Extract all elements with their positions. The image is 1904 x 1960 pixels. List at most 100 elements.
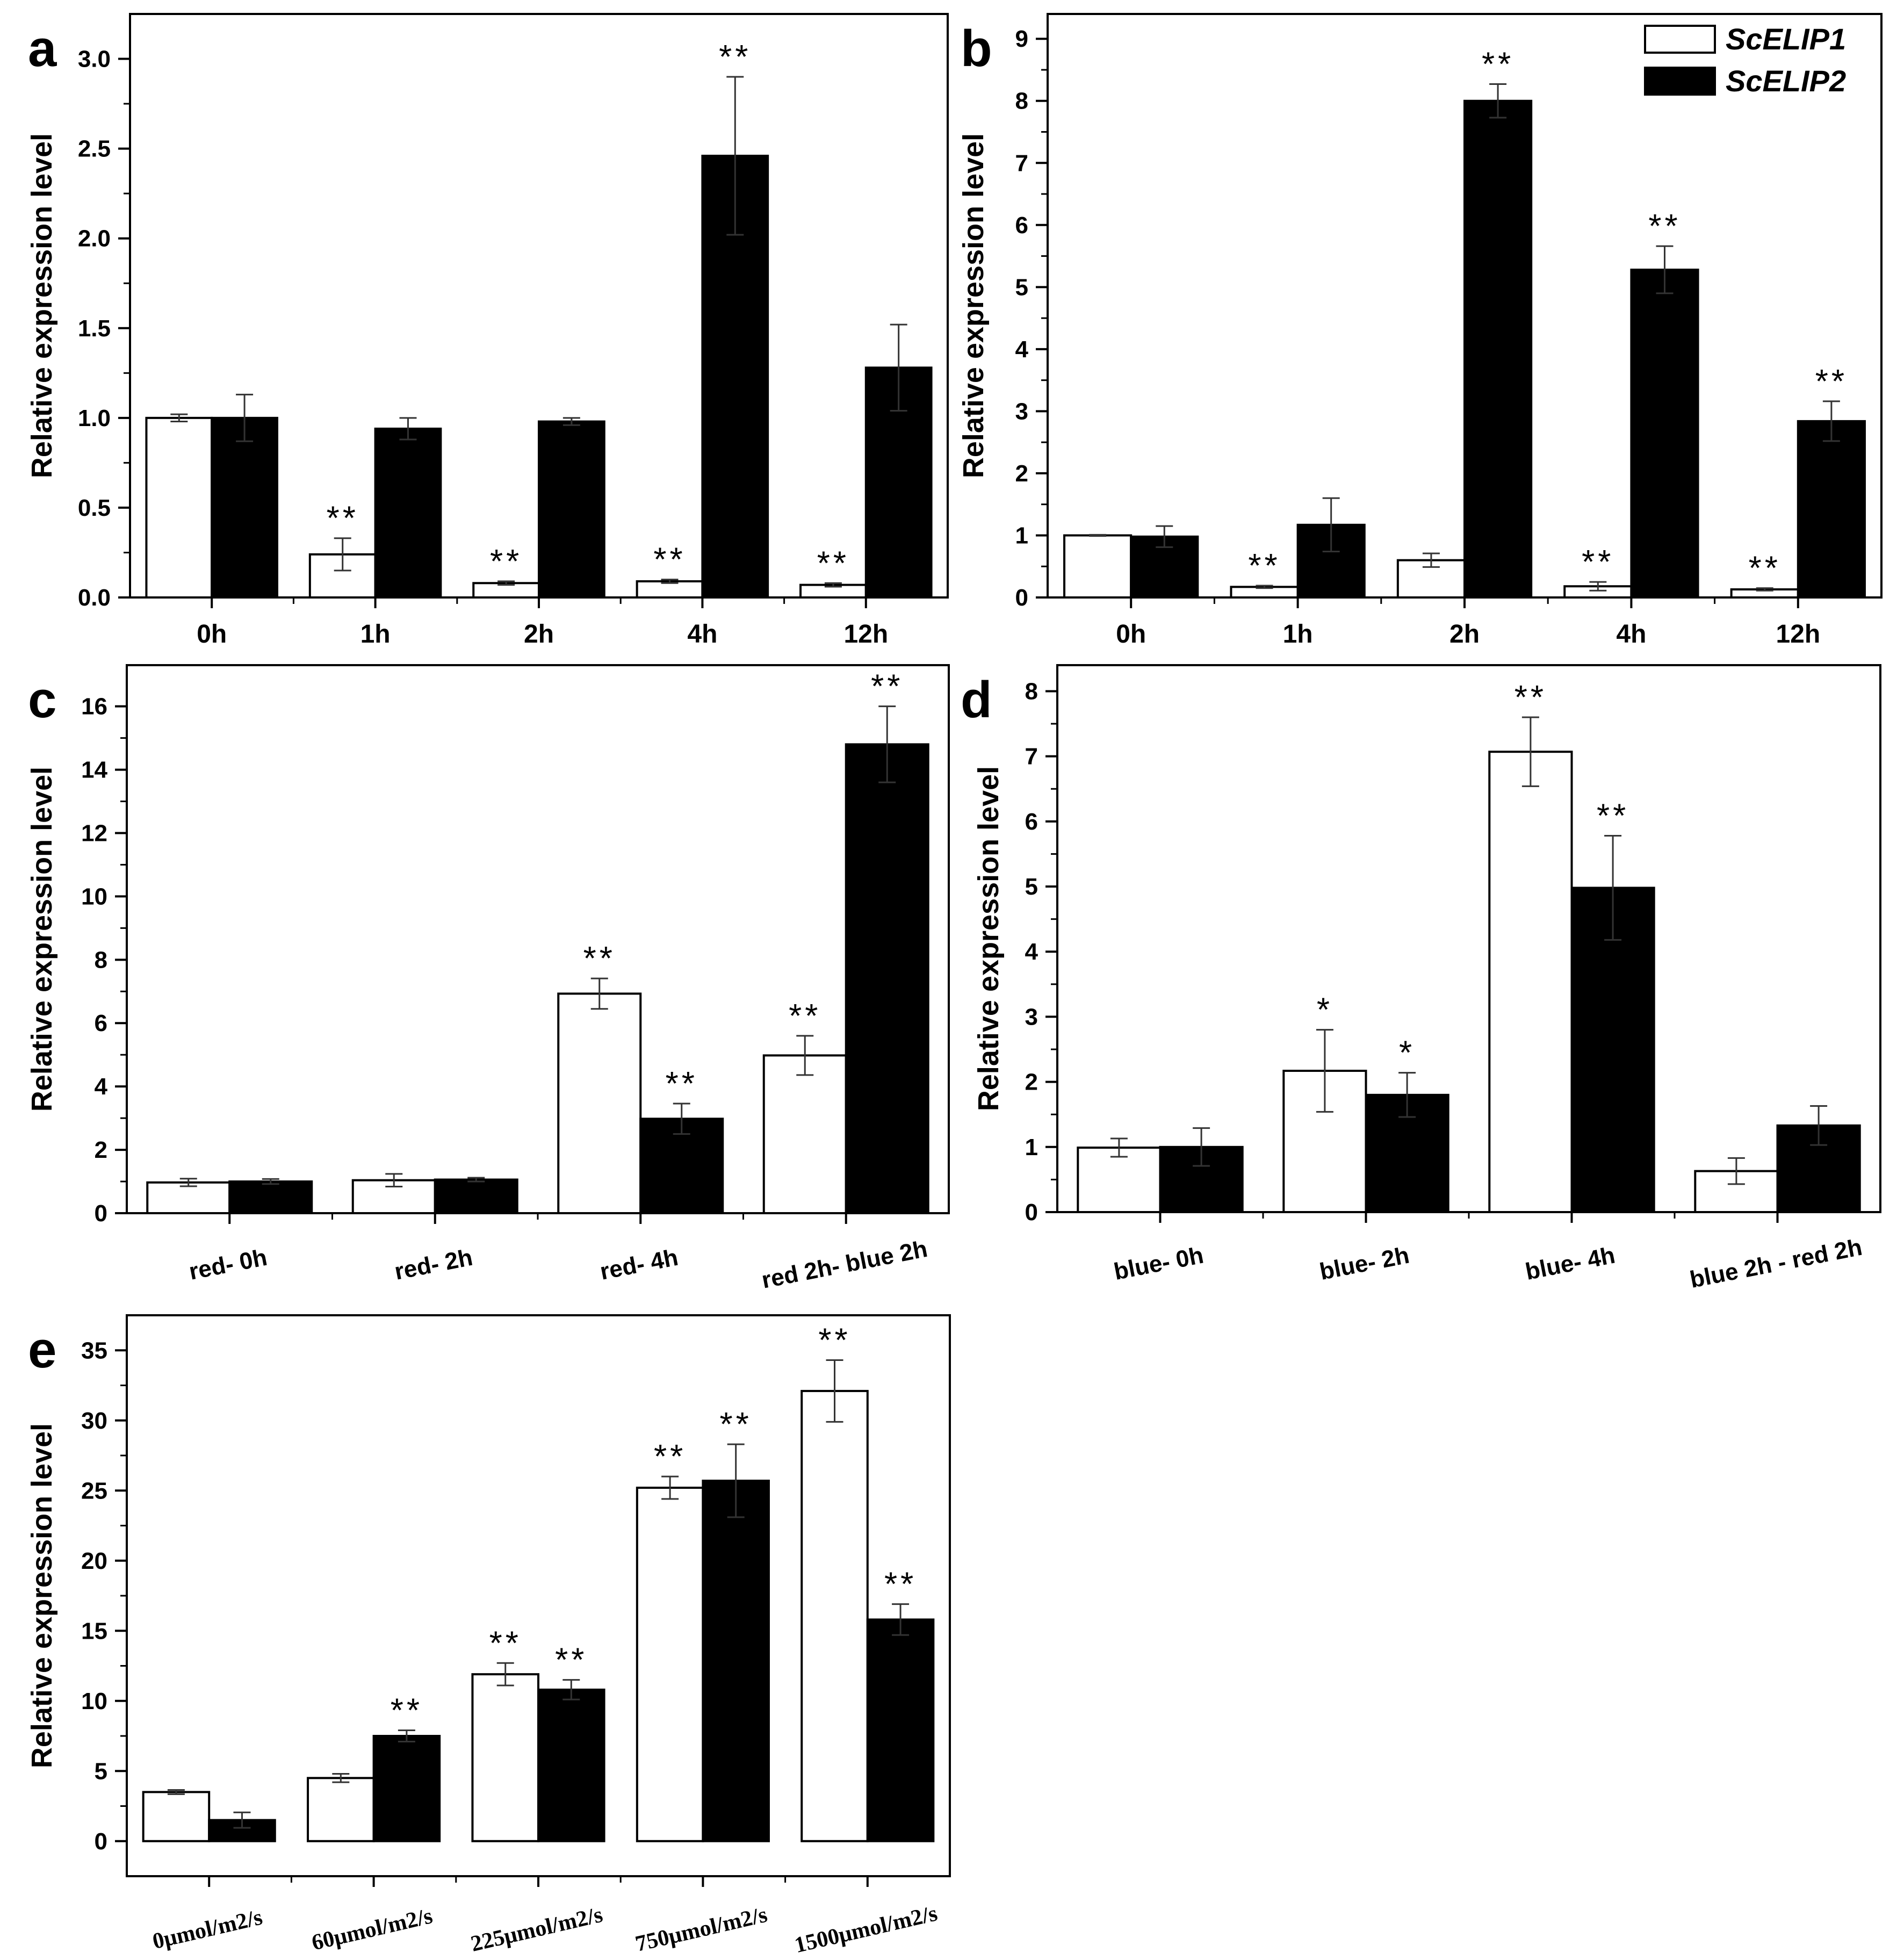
x-tick-label: 2h bbox=[1449, 620, 1480, 648]
y-tick-label: 2 bbox=[1025, 1069, 1038, 1096]
plot-frame bbox=[129, 13, 949, 599]
bar-scelip1 bbox=[146, 1181, 231, 1215]
panel-label: c bbox=[28, 671, 56, 729]
plot-frame bbox=[126, 664, 950, 1214]
chart-panel-e: e Relative expression level 0 5 10 15 20 25 30 35… bbox=[26, 1314, 951, 1958]
x-tick-label: 1h bbox=[360, 620, 391, 648]
x-tick-label: 4h bbox=[687, 620, 717, 648]
y-axis-label: Relative expression level bbox=[26, 1423, 58, 1768]
x-tick-label: red 2h- blue 2h bbox=[760, 1236, 930, 1294]
y-tick-label: 10 bbox=[81, 883, 107, 910]
bar-scelip1 bbox=[800, 1389, 869, 1842]
bar-scelip1 bbox=[142, 1791, 211, 1842]
significance-mark: ** bbox=[1482, 46, 1514, 83]
y-tick-label: 8 bbox=[1015, 88, 1028, 114]
x-tick-label: 750μmol/m2/s bbox=[633, 1903, 769, 1957]
x-tick-label: 60μmol/m2/s bbox=[309, 1904, 435, 1955]
y-tick-label: 1 bbox=[1025, 1134, 1038, 1161]
y-tick-label: 0 bbox=[95, 1200, 107, 1227]
y-tick-label: 2.5 bbox=[78, 136, 111, 162]
panel-label: d bbox=[961, 671, 992, 729]
y-tick-label: 1 bbox=[1015, 522, 1028, 549]
significance-mark: ** bbox=[327, 500, 359, 537]
bar-scelip2 bbox=[1570, 887, 1655, 1213]
significance-mark: ** bbox=[555, 1642, 587, 1679]
y-tick-label: 8 bbox=[1025, 678, 1038, 704]
y-tick-label: 10 bbox=[81, 1688, 107, 1714]
y-tick-label: 0.5 bbox=[78, 495, 111, 521]
bar-scelip2 bbox=[1463, 99, 1533, 599]
bar-scelip2 bbox=[1797, 420, 1866, 599]
y-tick-label: 4 bbox=[1015, 336, 1029, 363]
y-tick-label: 2 bbox=[1015, 460, 1028, 487]
y-tick-label: 5 bbox=[1015, 274, 1028, 300]
bar-scelip1 bbox=[1488, 751, 1573, 1213]
bar-scelip1 bbox=[1077, 1147, 1162, 1214]
significance-mark: ** bbox=[489, 1625, 522, 1662]
significance-mark: ** bbox=[719, 39, 751, 76]
bar-scelip2 bbox=[538, 420, 605, 599]
significance-mark: * bbox=[1399, 1035, 1415, 1072]
y-tick-label: 2.0 bbox=[78, 226, 111, 252]
bar-scelip2 bbox=[228, 1180, 313, 1215]
y-tick-label: 5 bbox=[1025, 874, 1038, 900]
panel-label: b bbox=[961, 20, 992, 77]
x-tick-label: red- 0h bbox=[187, 1244, 269, 1285]
y-tick-label: 3 bbox=[1015, 398, 1028, 424]
significance-mark: ** bbox=[789, 998, 821, 1035]
x-tick-label: 1500μmol/m2/s bbox=[792, 1901, 940, 1958]
y-tick-label: 0.0 bbox=[78, 585, 111, 611]
bar-scelip2 bbox=[866, 1618, 935, 1842]
y-tick-label: 0 bbox=[1015, 585, 1028, 611]
x-tick-label: blue- 4h bbox=[1523, 1242, 1617, 1285]
significance-mark: ** bbox=[1648, 208, 1681, 245]
x-tick-label: 0μmol/m2/s bbox=[150, 1905, 265, 1955]
panel-label: e bbox=[28, 1321, 56, 1379]
y-tick-label: 0 bbox=[95, 1828, 107, 1855]
plot-frame bbox=[1056, 664, 1881, 1213]
bar-scelip2 bbox=[537, 1688, 605, 1842]
plot-frame bbox=[126, 1314, 951, 1877]
significance-mark: ** bbox=[654, 1438, 686, 1475]
bar-scelip2 bbox=[845, 743, 929, 1214]
y-tick-label: 14 bbox=[81, 757, 107, 783]
bar-scelip2 bbox=[372, 1735, 441, 1842]
bar-scelip1 bbox=[762, 1054, 847, 1214]
chart-panel-c: c Relative expression level 0 2 4 6 8 10 12 14 16 r… bbox=[26, 664, 950, 1294]
significance-mark: ** bbox=[871, 668, 903, 705]
significance-mark: ** bbox=[1582, 544, 1614, 581]
bar-scelip1 bbox=[1063, 534, 1133, 599]
x-tick-label: blue- 2h bbox=[1317, 1242, 1411, 1285]
y-axis-label: Relative expression level bbox=[972, 766, 1005, 1111]
bar-scelip1 bbox=[636, 1487, 704, 1842]
bar-scelip2 bbox=[702, 1479, 770, 1842]
x-tick-label: 0h bbox=[197, 620, 227, 648]
y-tick-label: 6 bbox=[1025, 809, 1038, 835]
y-tick-label: 9 bbox=[1015, 26, 1028, 52]
x-tick-label: 1h bbox=[1283, 620, 1313, 648]
significance-mark: ** bbox=[720, 1406, 752, 1443]
x-tick-label: red- 2h bbox=[392, 1244, 474, 1285]
legend-label: ScELIP1 bbox=[1726, 22, 1846, 56]
y-tick-label: 35 bbox=[81, 1337, 107, 1364]
bar-scelip1 bbox=[557, 992, 642, 1214]
y-tick-label: 25 bbox=[81, 1478, 107, 1504]
y-tick-label: 12 bbox=[81, 820, 107, 846]
y-tick-label: 2 bbox=[95, 1137, 107, 1163]
significance-mark: ** bbox=[583, 940, 616, 977]
y-tick-label: 30 bbox=[81, 1408, 107, 1434]
significance-mark: ** bbox=[884, 1566, 917, 1603]
bar-scelip1 bbox=[471, 1673, 539, 1842]
significance-mark: ** bbox=[817, 545, 849, 582]
chart-panel-b: b Relative expression level 0 1 2 3 4 5 6 7 8 9 0h **… bbox=[957, 13, 1883, 648]
y-tick-label: 7 bbox=[1015, 150, 1028, 176]
y-tick-label: 3.0 bbox=[78, 46, 111, 73]
chart-panel-a: a Relative expression level 0.0 0.5 1.0 1.5 2.… bbox=[26, 13, 949, 648]
legend-swatch bbox=[1644, 25, 1716, 54]
significance-mark: ** bbox=[1815, 363, 1848, 400]
y-tick-label: 20 bbox=[81, 1548, 107, 1574]
significance-mark: ** bbox=[666, 1065, 698, 1102]
y-tick-label: 4 bbox=[1025, 939, 1038, 965]
significance-mark: ** bbox=[653, 542, 686, 579]
y-axis-label: Relative expression level bbox=[26, 767, 58, 1112]
